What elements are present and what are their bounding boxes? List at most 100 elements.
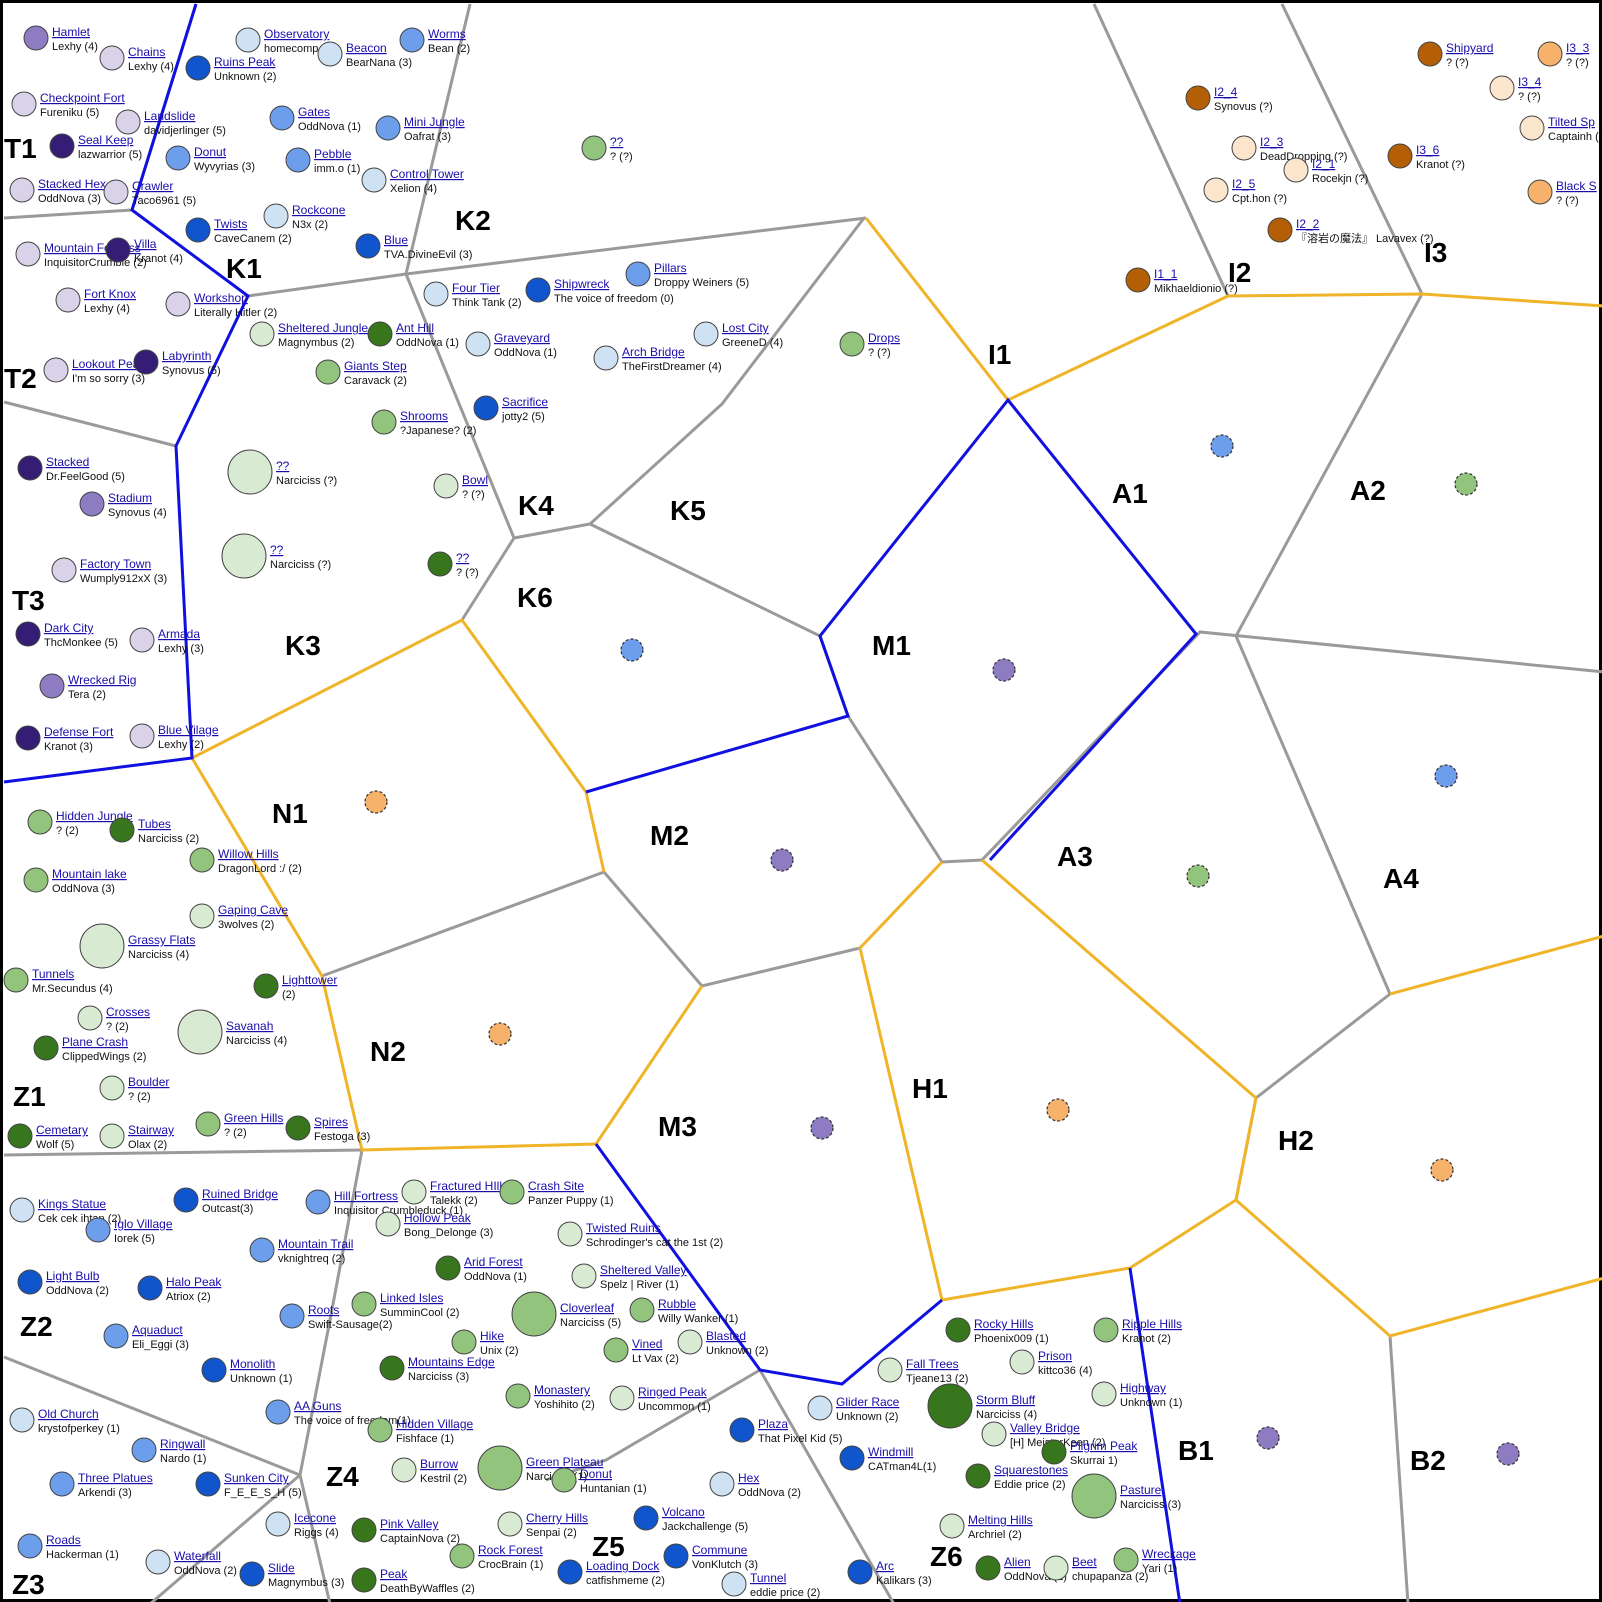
- location-marker[interactable]: Spires Festoga (3): [285, 1115, 370, 1143]
- location-name-link[interactable]: Rocky Hills: [974, 1317, 1033, 1331]
- location-name-link[interactable]: Pink Valley: [380, 1517, 438, 1531]
- location-dot[interactable]: [351, 1517, 377, 1543]
- location-name-link[interactable]: Arch Bridge: [622, 345, 685, 359]
- location-name-link[interactable]: Ruins Peak: [214, 55, 276, 69]
- location-name-link[interactable]: Loading Dock: [586, 1559, 660, 1573]
- location-dot[interactable]: [7, 1123, 33, 1149]
- location-name-link[interactable]: Factory Town: [80, 557, 151, 571]
- location-dot[interactable]: [1519, 115, 1545, 141]
- location-name-link[interactable]: Rockcone: [292, 203, 346, 217]
- location-name-link[interactable]: Pebble: [314, 147, 352, 161]
- location-dot[interactable]: [129, 627, 155, 653]
- location-name-link[interactable]: Stadium: [108, 491, 152, 505]
- location-dot[interactable]: [305, 1189, 331, 1215]
- location-dot[interactable]: [1113, 1547, 1139, 1573]
- location-name-link[interactable]: Wrecked Rig: [68, 673, 136, 687]
- location-name-link[interactable]: Stacked Hex: [38, 177, 106, 191]
- location-dot[interactable]: [721, 1571, 747, 1597]
- location-dot[interactable]: [981, 1421, 1007, 1447]
- location-marker[interactable]: Three Platues Arkendi (3): [49, 1471, 153, 1499]
- location-marker[interactable]: Sacrifice jotty2 (5): [473, 395, 548, 423]
- location-name-link[interactable]: Crawler: [132, 179, 173, 193]
- location-name-link[interactable]: Cherry Hills: [526, 1511, 588, 1525]
- location-marker[interactable]: Tubes Narciciss (2): [109, 817, 199, 845]
- location-dot[interactable]: [1041, 1439, 1067, 1465]
- location-marker[interactable]: Mountain lake OddNova (3): [23, 867, 127, 895]
- location-name-link[interactable]: Checkpoint Fort: [40, 91, 125, 105]
- location-dot[interactable]: [847, 1559, 873, 1585]
- location-dot[interactable]: [1387, 143, 1413, 169]
- location-marker[interactable]: I2_1 Rocekjn (?): [1283, 157, 1368, 185]
- location-dot[interactable]: [189, 903, 215, 929]
- location-marker[interactable]: Pebble imm.o (1): [285, 147, 360, 175]
- location-marker[interactable]: Hamlet Lexhy (4): [23, 25, 98, 53]
- location-dot[interactable]: [51, 557, 77, 583]
- location-marker[interactable]: Stacked Dr.FeelGood (5): [17, 455, 125, 483]
- location-name-link[interactable]: ??: [276, 459, 290, 473]
- location-marker[interactable]: Twists CaveCanem (2): [185, 217, 292, 245]
- location-name-link[interactable]: Beet: [1072, 1555, 1097, 1569]
- location-name-link[interactable]: Giants Step: [344, 359, 407, 373]
- location-marker[interactable]: Aquaduct Eli_Eggi (3): [103, 1323, 189, 1351]
- location-dot[interactable]: [379, 1355, 405, 1381]
- location-name-link[interactable]: Wreckage: [1142, 1547, 1196, 1561]
- location-name-link[interactable]: Dark City: [44, 621, 93, 635]
- location-name-link[interactable]: Crosses: [106, 1005, 150, 1019]
- location-marker[interactable]: Old Church krystofperkey (1): [9, 1407, 120, 1435]
- location-name-link[interactable]: Hill Fortress: [334, 1189, 398, 1203]
- location-dot[interactable]: [435, 1255, 461, 1281]
- location-marker[interactable]: Landslide davidjerlinger (5): [115, 109, 226, 137]
- location-name-link[interactable]: ??: [456, 551, 470, 565]
- location-marker[interactable]: Sheltered Valley Spelz | River (1): [571, 1263, 687, 1291]
- location-marker[interactable]: Blue TVA.DivineEvil (3): [355, 233, 472, 261]
- location-marker[interactable]: Workshop Literally Hitler (2): [165, 291, 277, 319]
- location-dot[interactable]: [497, 1511, 523, 1537]
- location-name-link[interactable]: Glider Race: [836, 1395, 900, 1409]
- location-name-link[interactable]: I3_6: [1416, 143, 1440, 157]
- location-name-link[interactable]: Monolith: [230, 1357, 275, 1371]
- location-dot[interactable]: [807, 1395, 833, 1421]
- location-dot[interactable]: [1071, 1473, 1117, 1519]
- location-name-link[interactable]: Beacon: [346, 41, 387, 55]
- location-name-link[interactable]: Three Platues: [78, 1471, 153, 1485]
- location-dot[interactable]: [1537, 41, 1563, 67]
- location-marker[interactable]: Savanah Narciciss (4): [177, 1009, 287, 1055]
- location-marker[interactable]: Crosses ? (2): [77, 1005, 150, 1033]
- location-name-link[interactable]: Hamlet: [52, 25, 91, 39]
- location-dot[interactable]: [1417, 41, 1443, 67]
- location-name-link[interactable]: Alien: [1004, 1555, 1031, 1569]
- location-name-link[interactable]: Willow Hills: [218, 847, 279, 861]
- location-dot[interactable]: [105, 237, 131, 263]
- location-marker[interactable]: Black S ? (?): [1527, 179, 1597, 207]
- location-marker[interactable]: Hike Unix (2): [451, 1329, 519, 1357]
- location-dot[interactable]: [195, 1471, 221, 1497]
- location-dot[interactable]: [939, 1513, 965, 1539]
- location-marker[interactable]: Iglo Village Iorek (5): [85, 1217, 173, 1245]
- location-dot[interactable]: [371, 409, 397, 435]
- location-dot[interactable]: [449, 1543, 475, 1569]
- location-name-link[interactable]: Prison: [1038, 1349, 1072, 1363]
- location-dot[interactable]: [571, 1263, 597, 1289]
- location-marker[interactable]: Control Tower Xelion (4): [361, 167, 464, 195]
- location-marker[interactable]: Grassy Flats Narciciss (4): [79, 923, 195, 969]
- location-marker[interactable]: ?? Narciciss (?): [221, 533, 331, 579]
- location-name-link[interactable]: Pillars: [654, 261, 687, 275]
- location-dot[interactable]: [965, 1463, 991, 1489]
- location-name-link[interactable]: I2_1: [1312, 157, 1336, 171]
- location-name-link[interactable]: Spires: [314, 1115, 348, 1129]
- location-marker[interactable]: I2_3 DeadDropping (?): [1231, 135, 1347, 163]
- location-dot[interactable]: [511, 1291, 557, 1337]
- location-dot[interactable]: [1043, 1555, 1069, 1581]
- location-marker[interactable]: Squarestones Eddie price (2): [965, 1463, 1068, 1491]
- location-name-link[interactable]: Peak: [380, 1567, 408, 1581]
- location-name-link[interactable]: Light Bulb: [46, 1269, 100, 1283]
- location-marker[interactable]: Blue Vilage Lexhy (2): [129, 723, 219, 751]
- location-marker[interactable]: Shipwreck The voice of freedom (0): [525, 277, 674, 305]
- location-name-link[interactable]: I3_4: [1518, 75, 1542, 89]
- location-dot[interactable]: [1231, 135, 1257, 161]
- location-marker[interactable]: Rock Forest CrocBrain (1): [449, 1543, 543, 1571]
- location-dot[interactable]: [85, 1217, 111, 1243]
- location-name-link[interactable]: Blue: [384, 233, 408, 247]
- location-name-link[interactable]: Plaza: [758, 1417, 788, 1431]
- location-name-link[interactable]: Green Hills: [224, 1111, 283, 1125]
